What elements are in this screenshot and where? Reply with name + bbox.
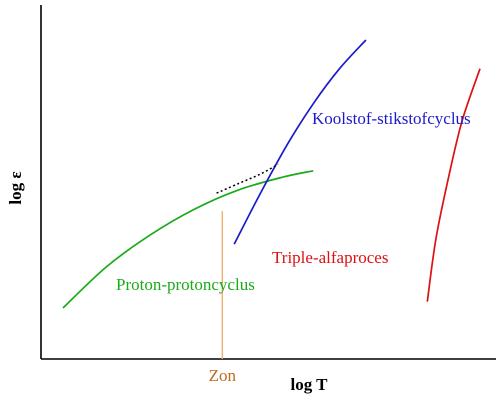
cno-cycle-label: Koolstof-stikstofcyclus bbox=[312, 109, 471, 128]
pp-chain-line bbox=[62, 169, 314, 309]
triple-alpha-label: Triple-alfaproces bbox=[272, 248, 388, 267]
triple-alpha-line bbox=[426, 68, 481, 302]
sun-label: Zon bbox=[209, 366, 237, 385]
crossover-dotted-line bbox=[216, 163, 279, 194]
cno-cycle-line bbox=[233, 39, 367, 245]
plot-area bbox=[62, 39, 481, 359]
x-axis-label: log T bbox=[290, 375, 328, 394]
pp-chain-label: Proton-protoncyclus bbox=[116, 275, 255, 294]
y-axis-label: log ε bbox=[6, 171, 25, 204]
series-labels: Zon Proton-protoncyclus Koolstof-stikstofc… bbox=[116, 109, 471, 385]
